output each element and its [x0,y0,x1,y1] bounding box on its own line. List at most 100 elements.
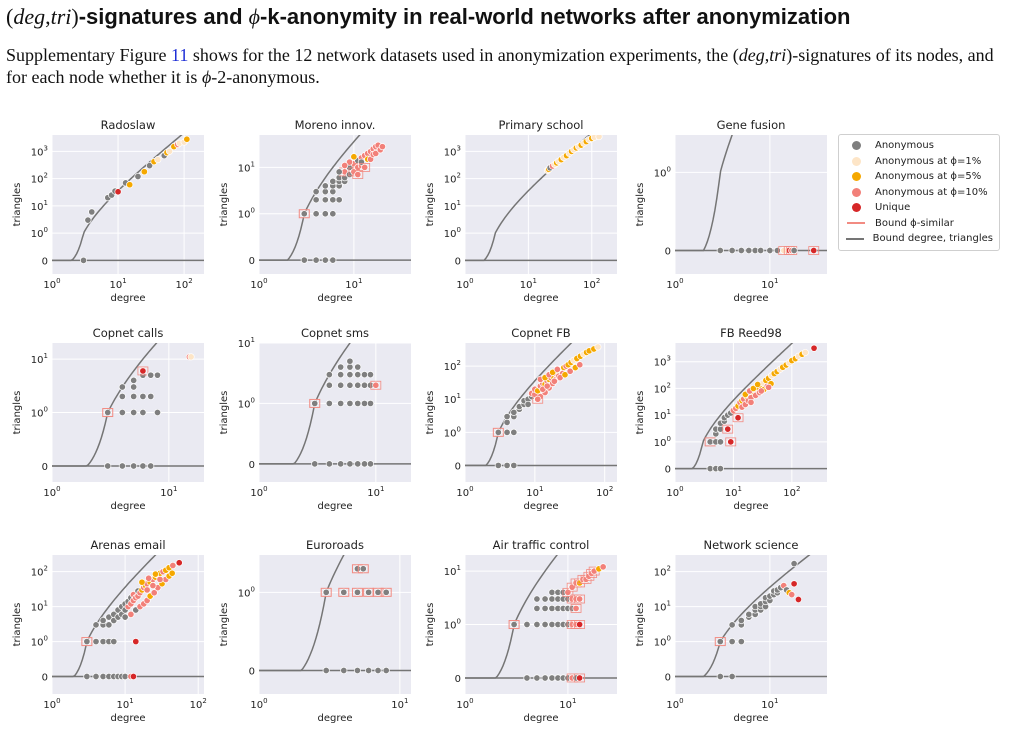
para-phi: ϕ [201,67,212,87]
similar-box [508,620,520,630]
legend-label-0: Anonymous [875,140,934,152]
node-point [92,638,100,646]
node-point [311,460,319,468]
node-point [523,620,531,629]
legend-label-1: Anonymous at ϕ=1% [875,155,982,167]
node-point [138,578,146,586]
node-point [130,376,138,384]
node-point [175,559,183,567]
similar-box [338,587,350,597]
node-point [790,246,798,255]
node-point [337,381,345,389]
similar-box [102,408,114,418]
legend-marker-5 [845,222,867,225]
node-point [566,367,574,375]
marks [259,135,411,264]
plot-area [465,343,617,482]
node-point [88,208,96,216]
y-tick-label: 100 [444,618,461,632]
heading-dash-k: -k [260,4,280,29]
node-point [150,589,158,597]
node-point [541,595,549,603]
similar-box [137,366,149,376]
subplot-title: Air traffic control [493,538,590,552]
node-point [341,161,349,170]
heading-math: (deg,tri) [6,4,79,29]
node-point [325,460,333,468]
x-tick-label: 100 [250,277,267,291]
y-tick-label: 100 [31,406,48,420]
node-point [337,399,345,407]
figure-ref-link[interactable]: 11 [170,45,189,65]
subplot-title: Gene fusion [717,118,786,132]
node-point [156,575,164,583]
subplot-title: Copnet calls [93,326,164,340]
similar-box [732,413,744,423]
section-heading: (deg,tri)-signatures and ϕ-k-anonymity i… [6,4,1006,30]
node-point [104,408,112,417]
x-tick-label: 102 [596,485,613,499]
bound-degree-line [675,343,794,470]
legend-item-0: Anonymous [845,138,993,154]
y-tick-label: 101 [31,600,48,614]
node-point [346,381,354,389]
y-axis-label: triangles [635,183,646,227]
y-axis-label: triangles [12,183,23,227]
y-tick-label: 0 [249,460,255,471]
node-point [353,666,361,675]
node-point [340,666,348,675]
subplot-8: 100 101 102 0 100 101 102 Arenas email degree tri… [12,538,207,724]
heading-deg: deg [13,4,46,29]
node-point [728,246,736,255]
node-point [541,620,549,629]
y-tick-label: 102 [444,172,461,186]
node-point [312,188,320,196]
y-tick-label: 0 [42,673,48,684]
subplot-title: Network science [704,538,799,552]
node-point [312,256,320,264]
x-tick-label: 100 [666,697,683,711]
node-point [548,604,556,612]
subplot-11: 100 101 0 100 101 102 Network science degree tri… [635,538,827,724]
node-point [801,348,809,357]
subplot-6: 100 101 102 0 100 101 102 Copnet FB degree triang… [425,326,617,512]
x-tick-label: 101 [117,697,134,711]
node-point [543,382,551,390]
node-point [104,462,112,470]
y-tick-label: 100 [444,226,461,240]
x-tick-label: 101 [761,277,778,291]
y-axis-label: triangles [219,183,230,227]
node-point [810,344,818,352]
similar-box [320,587,332,597]
marks [675,555,827,681]
node-point [92,621,100,629]
x-tick-label: 100 [43,485,60,499]
y-tick-label: 0 [665,247,671,258]
node-point [572,604,580,612]
x-axis-label: degree [317,501,352,512]
node-point [716,246,724,255]
para-tri: tri [769,45,787,65]
legend-item-6: Bound degree, triangles [845,231,993,247]
marks [675,343,827,473]
node-point [727,438,735,446]
node-point [118,392,126,400]
legend-marker-2 [845,172,867,182]
node-point [132,638,140,646]
plot-area [52,555,204,694]
node-point [576,674,584,682]
heading-text-2: -anonymity in real-world networks after … [279,4,851,29]
plot-area [52,135,204,274]
node-point [346,363,354,371]
y-tick-label: 101 [444,392,461,406]
node-point [130,408,138,417]
node-point [757,246,765,255]
y-tick-label: 102 [31,172,48,186]
node-point [114,188,122,196]
y-tick-label: 101 [444,564,461,578]
similar-box [81,637,93,647]
legend-label-2: Anonymous at ϕ=5% [875,171,982,183]
node-point [321,182,329,190]
node-point [359,565,367,573]
node-point [321,256,329,264]
